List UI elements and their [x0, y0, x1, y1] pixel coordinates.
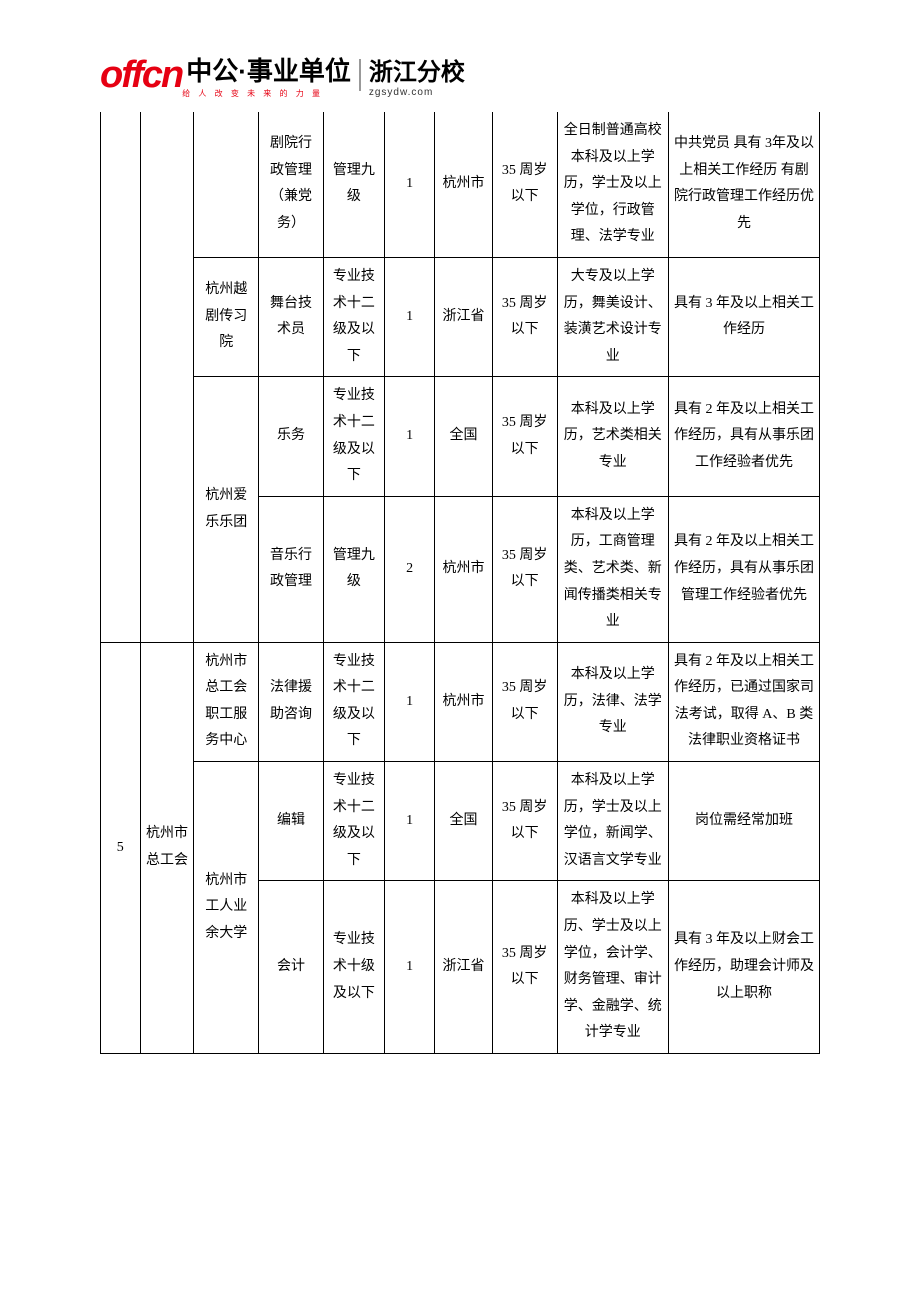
cell-dept: 杭州市总工会: [140, 642, 194, 1053]
logo-brand-en: offcn: [100, 54, 182, 97]
cell-other: 具有 2 年及以上相关工作经历，已通过国家司法考试，取得 A、B 类法律职业资格…: [668, 642, 819, 761]
cell-age: 35 周岁以下: [492, 881, 557, 1054]
cell-level: 专业技术十二级及以下: [323, 642, 384, 761]
cell-age: 35 周岁以下: [492, 642, 557, 761]
cell-edu: 本科及以上学历，法律、法学专业: [557, 642, 668, 761]
cell-other: 岗位需经常加班: [668, 762, 819, 881]
cell-region: 浙江省: [435, 881, 493, 1054]
logo-divider: [359, 59, 361, 91]
cell-unit: 杭州市工人业余大学: [194, 762, 259, 1054]
cell-count: 1: [384, 257, 434, 376]
cell-other: 具有 3 年及以上财会工作经历，助理会计师及以上职称: [668, 881, 819, 1054]
cell-region: 杭州市: [435, 112, 493, 257]
cell-seq: [101, 112, 141, 642]
logo-branch-url: zgsydw.com: [369, 87, 465, 98]
table-row: 剧院行政管理（兼党务） 管理九级 1 杭州市 35 周岁以下 全日制普通高校本科…: [101, 112, 820, 257]
cell-position: 舞台技术员: [259, 257, 324, 376]
cell-position: 剧院行政管理（兼党务）: [259, 112, 324, 257]
cell-age: 35 周岁以下: [492, 496, 557, 642]
cell-position: 乐务: [259, 377, 324, 496]
logo-brand-cn: 中公·事业单位: [186, 51, 351, 88]
cell-edu: 全日制普通高校本科及以上学历，学士及以上学位，行政管理、法学专业: [557, 112, 668, 257]
cell-count: 1: [384, 762, 434, 881]
cell-level: 专业技术十二级及以下: [323, 377, 384, 496]
cell-count: 1: [384, 642, 434, 761]
cell-edu: 本科及以上学历，艺术类相关专业: [557, 377, 668, 496]
cell-age: 35 周岁以下: [492, 257, 557, 376]
cell-count: 1: [384, 377, 434, 496]
cell-level: 管理九级: [323, 496, 384, 642]
cell-age: 35 周岁以下: [492, 377, 557, 496]
logo-branch: 浙江分校: [369, 52, 465, 87]
cell-count: 1: [384, 881, 434, 1054]
cell-other: 具有 2 年及以上相关工作经历，具有从事乐团工作经验者优先: [668, 377, 819, 496]
cell-count: 2: [384, 496, 434, 642]
cell-level: 专业技术十二级及以下: [323, 762, 384, 881]
cell-edu: 本科及以上学历、学士及以上学位，会计学、财务管理、审计学、金融学、统计学专业: [557, 881, 668, 1054]
cell-unit: [194, 112, 259, 257]
cell-count: 1: [384, 112, 434, 257]
cell-position: 编辑: [259, 762, 324, 881]
table-row: 杭州越剧传习院 舞台技术员 专业技术十二级及以下 1 浙江省 35 周岁以下 大…: [101, 257, 820, 376]
table-row: 杭州爱乐乐团 乐务 专业技术十二级及以下 1 全国 35 周岁以下 本科及以上学…: [101, 377, 820, 496]
cell-position: 音乐行政管理: [259, 496, 324, 642]
cell-age: 35 周岁以下: [492, 762, 557, 881]
cell-edu: 本科及以上学历，学士及以上学位，新闻学、汉语言文学专业: [557, 762, 668, 881]
cell-position: 会计: [259, 881, 324, 1054]
table-row: 杭州市工人业余大学 编辑 专业技术十二级及以下 1 全国 35 周岁以下 本科及…: [101, 762, 820, 881]
cell-level: 专业技术十级及以下: [323, 881, 384, 1054]
cell-region: 杭州市: [435, 496, 493, 642]
cell-unit: 杭州越剧传习院: [194, 257, 259, 376]
table-row: 5 杭州市总工会 杭州市总工会职工服务中心 法律援助咨询 专业技术十二级及以下 …: [101, 642, 820, 761]
cell-dept: [140, 112, 194, 642]
cell-level: 管理九级: [323, 112, 384, 257]
cell-region: 浙江省: [435, 257, 493, 376]
header-logo: offcn 中公·事业单位 给 人 改 变 未 来 的 力 量 浙江分校 zgs…: [100, 50, 820, 100]
cell-position: 法律援助咨询: [259, 642, 324, 761]
cell-unit: 杭州爱乐乐团: [194, 377, 259, 642]
recruitment-table: 剧院行政管理（兼党务） 管理九级 1 杭州市 35 周岁以下 全日制普通高校本科…: [100, 112, 820, 1054]
logo-tagline: 给 人 改 变 未 来 的 力 量: [182, 88, 323, 99]
cell-edu: 本科及以上学历，工商管理类、艺术类、新闻传播类相关专业: [557, 496, 668, 642]
cell-edu: 大专及以上学历，舞美设计、装潢艺术设计专业: [557, 257, 668, 376]
cell-level: 专业技术十二级及以下: [323, 257, 384, 376]
cell-region: 全国: [435, 762, 493, 881]
cell-other: 中共党员 具有 3年及以上相关工作经历 有剧院行政管理工作经历优先: [668, 112, 819, 257]
cell-region: 杭州市: [435, 642, 493, 761]
cell-other: 具有 3 年及以上相关工作经历: [668, 257, 819, 376]
cell-unit: 杭州市总工会职工服务中心: [194, 642, 259, 761]
cell-seq: 5: [101, 642, 141, 1053]
cell-age: 35 周岁以下: [492, 112, 557, 257]
cell-region: 全国: [435, 377, 493, 496]
cell-other: 具有 2 年及以上相关工作经历，具有从事乐团管理工作经验者优先: [668, 496, 819, 642]
